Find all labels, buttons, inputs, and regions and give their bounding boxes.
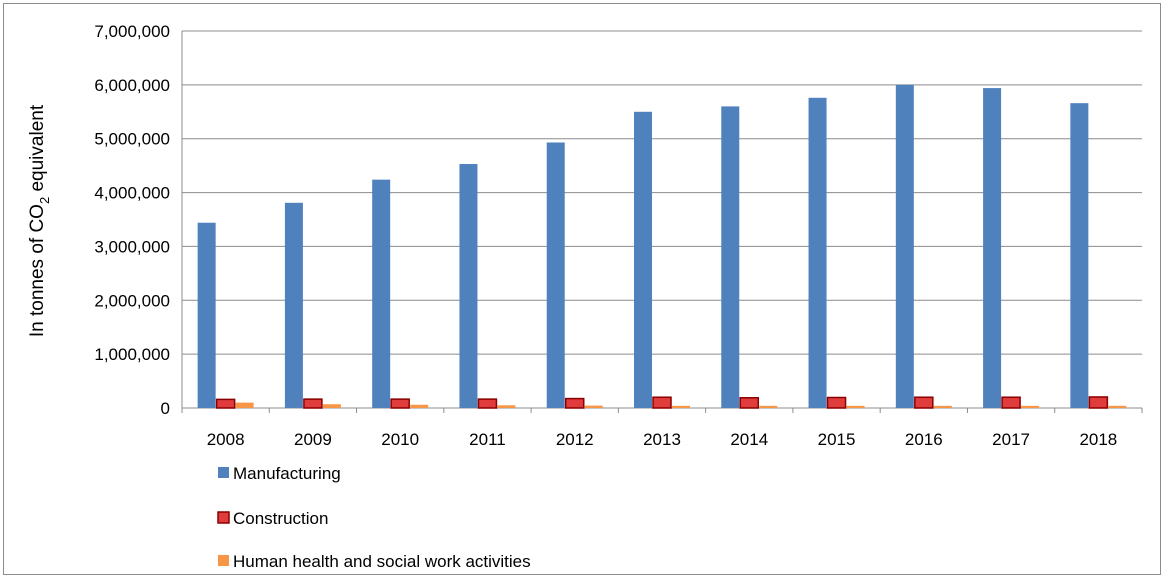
y-axis-label-subscript: 2 <box>37 197 52 204</box>
bar-human-2012 <box>584 405 603 408</box>
x-tick-label: 2011 <box>469 430 506 449</box>
bar-construction-2012 <box>564 397 585 409</box>
bar-human-2017 <box>1021 405 1040 408</box>
bar-manufacturing-2016 <box>895 84 914 408</box>
chart-frame <box>3 3 1161 575</box>
y-tick-label: 2,000,000 <box>94 291 170 310</box>
bar-manufacturing-2010 <box>372 179 391 408</box>
legend-label: Construction <box>233 509 328 528</box>
y-axis-label-suffix: equivalent <box>27 104 48 197</box>
x-tick-label: 2016 <box>905 430 943 449</box>
x-tick-label: 2014 <box>730 430 768 449</box>
bar-human-2015 <box>846 405 865 408</box>
y-axis-label: In tonnes of CO2 equivalent <box>27 104 52 337</box>
bar-human-2008 <box>235 402 254 408</box>
bar-construction-2011 <box>477 398 498 409</box>
bar-manufacturing-2009 <box>284 202 303 408</box>
legend: Manufacturing Construction Human health an… <box>217 464 531 571</box>
x-tick-label: 2012 <box>556 430 594 449</box>
x-tick-label: 2013 <box>643 430 681 449</box>
bar-construction-2014 <box>739 397 760 409</box>
bar-human-2016 <box>933 405 952 408</box>
y-tick-label: 7,000,000 <box>94 22 170 41</box>
y-tick-label: 6,000,000 <box>94 76 170 95</box>
bar-construction-2018 <box>1088 396 1109 409</box>
bar-manufacturing-2008 <box>197 222 216 408</box>
bar-manufacturing-2013 <box>634 111 652 409</box>
bar-construction-2009 <box>303 398 323 409</box>
x-tick-label: 2015 <box>818 430 856 449</box>
x-tick-label: 2009 <box>294 430 332 449</box>
bar-human-2009 <box>322 404 341 408</box>
bar-manufacturing-2018 <box>1070 103 1089 408</box>
y-tick-label: 0 <box>161 399 170 418</box>
bar-manufacturing-2015 <box>808 97 827 408</box>
bar-human-2018 <box>1108 405 1127 408</box>
y-tick-label: 4,000,000 <box>94 184 170 203</box>
legend-swatch <box>217 511 230 524</box>
bar-human-2011 <box>497 405 516 408</box>
legend-label: Manufacturing <box>233 464 341 483</box>
bar-human-2014 <box>759 405 778 408</box>
x-axis-ticks: 2008 2009 2010 2011 2012 2013 2014 2015 2016 2017… <box>181 408 1143 449</box>
bar-manufacturing-2014 <box>721 106 740 409</box>
bar-human-2010 <box>410 404 429 408</box>
y-tick-label: 5,000,000 <box>94 130 170 149</box>
y-axis-ticks: 0 1,000,000 2,000,000 3,000,000 4,000,000 5,0… <box>94 22 170 418</box>
x-tick-label: 2018 <box>1079 430 1117 449</box>
bar-construction-2015 <box>826 396 847 409</box>
bar-construction-2010 <box>390 398 410 409</box>
bar-manufacturing-2012 <box>546 142 565 408</box>
bar-manufacturing-2017 <box>983 88 1002 409</box>
y-axis-label-text: In tonnes of CO <box>27 204 48 337</box>
x-tick-label: 2010 <box>381 430 419 449</box>
bar-construction-2016 <box>914 396 934 409</box>
bar-construction-2008 <box>215 398 236 409</box>
bar-human-2013 <box>672 405 690 408</box>
bar-construction-2013 <box>652 396 672 409</box>
bar-construction-2017 <box>1001 396 1021 409</box>
legend-swatch <box>218 467 229 478</box>
x-tick-label: 2017 <box>992 430 1030 449</box>
legend-label: Human health and social work activities <box>233 552 531 571</box>
legend-swatch <box>218 555 229 566</box>
gridlines <box>181 30 1142 409</box>
y-tick-label: 3,000,000 <box>94 237 170 256</box>
bars <box>197 84 1127 409</box>
y-tick-label: 1,000,000 <box>94 345 170 364</box>
x-tick-label: 2008 <box>207 430 245 449</box>
bar-manufacturing-2011 <box>459 164 478 408</box>
